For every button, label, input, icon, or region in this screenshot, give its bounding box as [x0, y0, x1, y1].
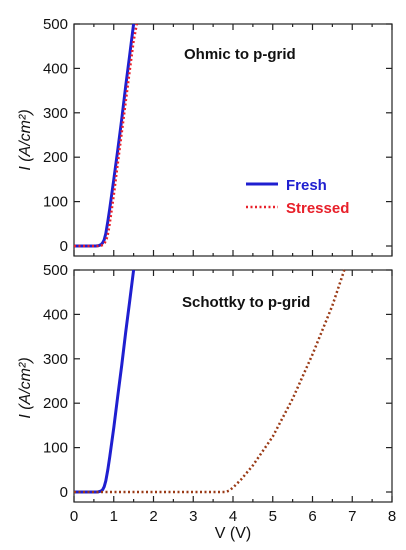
y-axis-title: I (A/cm²): [17, 109, 34, 170]
x-tick-label: 7: [348, 508, 356, 525]
panel-schottky: 0 100 200 300 400 500 0 1 2 3 4 5 6 7 8 Schottky to p…: [17, 262, 396, 542]
x-tick-label: 5: [269, 508, 277, 525]
x-tick-label: 4: [229, 508, 237, 525]
series-line-fresh: [74, 23, 136, 248]
y-tick-label: 300: [43, 351, 68, 368]
y-axis-label: I (A/cm²): [17, 357, 34, 418]
y-axis-label: I (A/cm²): [17, 109, 34, 170]
y-tick-label: 0: [60, 484, 68, 501]
y-axis-title: I (A/cm²): [17, 357, 34, 418]
panel-annotation: Schottky to p-grid: [182, 294, 310, 311]
legend: Fresh Stressed: [246, 177, 349, 217]
x-tick-label: 8: [388, 508, 396, 525]
x-tick-label: 1: [110, 508, 118, 525]
series-group: [74, 269, 346, 494]
legend-label-fresh: Fresh: [286, 177, 327, 194]
x-tick-label: 3: [189, 508, 197, 525]
series-line-fresh: [74, 269, 136, 494]
y-tick-label: 500: [43, 16, 68, 33]
series-line-stressed: [74, 23, 139, 248]
panel-ohmic: 0 100 200 300 400 500 Ohmic to p-grid I (A/cm…: [17, 16, 393, 257]
y-ticks: 0 100 200 300 400 500: [43, 262, 392, 501]
y-tick-label: 400: [43, 60, 68, 77]
x-tick-label: 0: [70, 508, 78, 525]
x-axis-label: V (V): [215, 525, 251, 542]
y-tick-label: 100: [43, 194, 68, 211]
legend-label-stressed: Stressed: [286, 200, 349, 217]
series-line-stressed: [74, 269, 346, 494]
y-tick-label: 400: [43, 306, 68, 323]
panel-annotation: Ohmic to p-grid: [184, 46, 296, 63]
y-tick-label: 500: [43, 262, 68, 279]
y-tick-label: 200: [43, 395, 68, 412]
x-tick-label: 6: [308, 508, 316, 525]
x-tick-label: 2: [149, 508, 157, 525]
y-tick-label: 100: [43, 440, 68, 457]
y-tick-label: 0: [60, 238, 68, 255]
y-tick-label: 300: [43, 105, 68, 122]
series-group: [74, 23, 139, 248]
y-ticks: 0 100 200 300 400 500: [43, 16, 393, 256]
x-ticks: 0 1 2 3 4 5 6 7 8: [70, 270, 396, 525]
y-tick-label: 200: [43, 149, 68, 166]
